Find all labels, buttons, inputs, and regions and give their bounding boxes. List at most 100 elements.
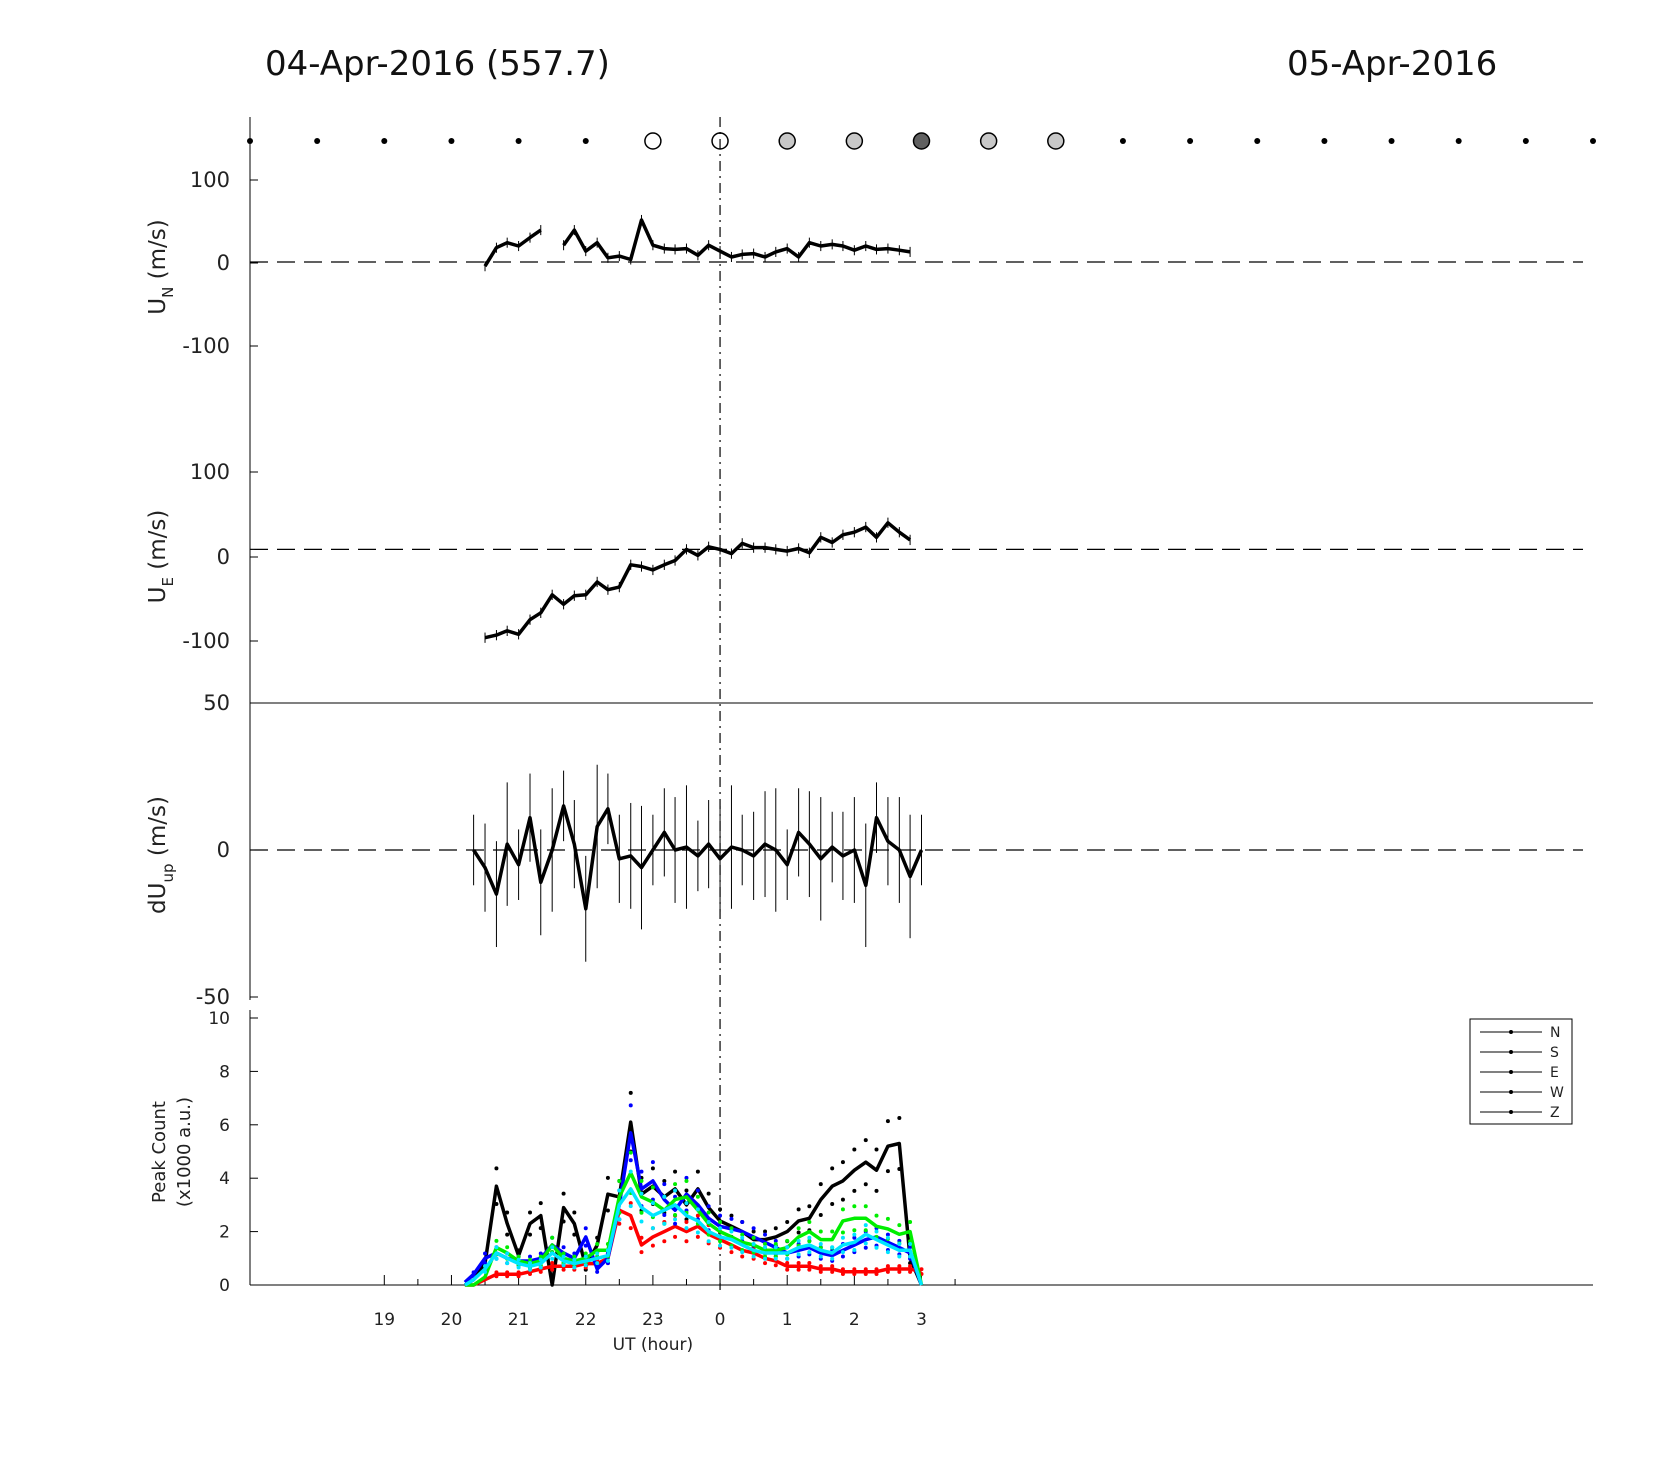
x-tick-label: 19: [373, 1310, 395, 1330]
error-dot: [550, 1267, 555, 1272]
error-dot: [662, 1239, 667, 1244]
error-dot: [885, 1264, 890, 1269]
error-dot: [852, 1204, 857, 1209]
sky-dot: [1321, 138, 1328, 144]
error-dot: [639, 1179, 644, 1184]
error-dot: [830, 1245, 835, 1250]
series-line: [483, 228, 542, 268]
error-dot: [505, 1232, 510, 1237]
peak-y-tick-label: 6: [219, 1116, 230, 1136]
legend-dot: [1509, 1030, 1513, 1034]
sky-dot: [1388, 138, 1395, 144]
error-dot: [796, 1207, 801, 1212]
error-dot: [605, 1258, 610, 1263]
error-dot: [897, 1254, 902, 1259]
error-dot: [718, 1207, 723, 1212]
error-dot: [897, 1116, 902, 1121]
error-dot: [595, 1261, 600, 1266]
error-dot: [740, 1250, 745, 1255]
error-dot: [863, 1241, 868, 1246]
error-dot: [773, 1263, 778, 1268]
peak-y-axis-unit: (x1000 a.u.): [174, 1097, 195, 1207]
error-dot: [650, 1160, 655, 1165]
sky-dot: [448, 138, 455, 144]
error-dot: [516, 1257, 521, 1262]
sky-marker: [778, 132, 796, 150]
error-dot: [818, 1229, 823, 1234]
error-dot: [818, 1212, 823, 1217]
y-tick-label: 50: [203, 691, 230, 715]
error-dot: [773, 1245, 778, 1250]
error-dot: [605, 1208, 610, 1213]
error-dot: [706, 1204, 711, 1209]
series-line: [562, 218, 911, 262]
error-dot: [673, 1217, 678, 1222]
y-axis-label: UE (m/s): [145, 510, 177, 604]
legend-dot: [1509, 1090, 1513, 1094]
x-tick-label: 0: [715, 1310, 726, 1330]
error-dot: [897, 1242, 902, 1247]
error-dot: [528, 1254, 533, 1259]
error-dot: [863, 1182, 868, 1187]
error-dot: [583, 1251, 588, 1256]
error-dot: [706, 1210, 711, 1215]
error-dot: [729, 1250, 734, 1255]
peak-series-N: [463, 1120, 924, 1287]
chart-title-right: 05-Apr-2016: [1287, 44, 1498, 84]
error-dot: [852, 1147, 857, 1152]
error-dot: [583, 1263, 588, 1268]
error-dot: [773, 1238, 778, 1243]
error-dot: [718, 1243, 723, 1248]
sky-dot: [1119, 138, 1126, 144]
sky-dot: [1455, 138, 1462, 144]
error-dot: [617, 1221, 622, 1226]
error-dot: [628, 1090, 633, 1095]
error-dot: [528, 1257, 533, 1262]
peak-series-W: [464, 1171, 924, 1287]
legend-label: Z: [1550, 1105, 1560, 1121]
error-dot: [840, 1235, 845, 1240]
error-dot: [673, 1188, 678, 1193]
error-dot: [785, 1256, 790, 1261]
error-dot: [763, 1261, 768, 1266]
error-dot: [852, 1228, 857, 1233]
error-dot: [550, 1235, 555, 1240]
error-dot: [885, 1169, 890, 1174]
error-dot: [673, 1212, 678, 1217]
error-dot: [908, 1245, 913, 1250]
error-dot: [773, 1226, 778, 1231]
error-dot: [605, 1175, 610, 1180]
error-dot: [483, 1251, 488, 1256]
error-dot: [729, 1245, 734, 1250]
error-dot: [528, 1210, 533, 1215]
error-dot: [908, 1219, 913, 1224]
error-dot: [830, 1256, 835, 1261]
error-dot: [494, 1238, 499, 1243]
error-dot: [897, 1223, 902, 1228]
error-dot: [561, 1245, 566, 1250]
error-dot: [628, 1150, 633, 1155]
legend-dot: [1509, 1070, 1513, 1074]
error-dot: [639, 1219, 644, 1224]
error-dot: [662, 1212, 667, 1217]
error-dot: [818, 1254, 823, 1259]
error-dot: [617, 1179, 622, 1184]
error-dot: [840, 1254, 845, 1259]
chart-title-left: 04-Apr-2016 (557.7): [265, 44, 610, 84]
sky-marker: [845, 132, 864, 150]
error-dot: [763, 1229, 768, 1234]
legend-dot: [1509, 1050, 1513, 1054]
error-dot: [650, 1201, 655, 1206]
error-dot: [516, 1265, 521, 1270]
error-dot: [550, 1260, 555, 1265]
error-dot: [763, 1256, 768, 1261]
error-dot: [740, 1254, 745, 1259]
error-dot: [796, 1230, 801, 1235]
error-dot: [852, 1247, 857, 1252]
error-dot: [718, 1213, 723, 1218]
error-dot: [773, 1242, 778, 1247]
error-dot: [840, 1230, 845, 1235]
error-dot: [572, 1254, 577, 1259]
error-dot: [561, 1267, 566, 1272]
sky-marker: [979, 132, 998, 150]
